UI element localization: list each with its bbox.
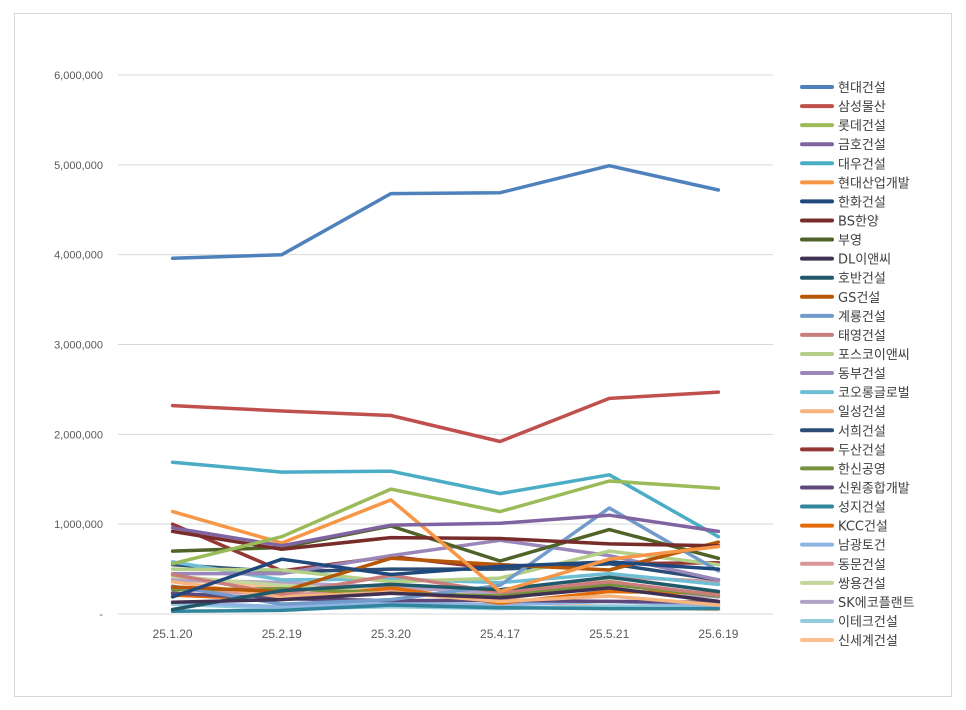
- y-tick-label: 3,000,000: [54, 340, 103, 352]
- legend-label: 동부건설: [838, 367, 886, 382]
- legend-label: 쌍용건설: [838, 577, 886, 592]
- legend-label: 호반건설: [838, 272, 886, 287]
- x-tick-label: 25.2.19: [262, 627, 302, 641]
- series-line: [170, 586, 721, 605]
- y-tick-label: -: [99, 609, 103, 621]
- legend-label: 서희건설: [838, 424, 886, 439]
- legend-label: 한화건설: [838, 195, 886, 210]
- series-line: [170, 549, 721, 584]
- y-tick-label: 1,000,000: [54, 519, 103, 531]
- legend-label: 동문건설: [838, 558, 886, 573]
- series-line: [170, 479, 721, 566]
- legend-label: 롯데건설: [838, 119, 886, 134]
- series-line: [170, 575, 721, 612]
- legend-label: DL이앤씨: [838, 253, 891, 268]
- series-line: [170, 513, 721, 548]
- y-tick-label: 5,000,000: [54, 160, 103, 172]
- gridlines: [118, 74, 773, 615]
- y-tick-label: 4,000,000: [54, 250, 103, 262]
- legend-label: 한신공영: [838, 462, 886, 477]
- x-tick-label: 25.5.21: [589, 627, 629, 641]
- series-line: [170, 390, 721, 444]
- legend-label: 신세계건설: [838, 634, 898, 649]
- y-tick-label: 2,000,000: [54, 429, 103, 441]
- legend-label: 두산건설: [838, 443, 886, 458]
- legend-label: 일성건설: [838, 405, 886, 420]
- series-line: [170, 163, 721, 261]
- legend-label: BS한양: [838, 214, 879, 229]
- legend-label: 신원종합개발: [838, 481, 910, 496]
- legend-label: SK에코플랜트: [838, 596, 915, 611]
- series-line: [170, 529, 721, 552]
- legend-label: GS건설: [838, 291, 880, 306]
- legend-label: 포스코이앤씨: [838, 348, 910, 363]
- x-tick-label: 25.6.19: [698, 627, 738, 641]
- y-tick-label: 6,000,000: [54, 70, 103, 82]
- series-line: [170, 498, 721, 594]
- legend-label: 부영: [838, 234, 862, 249]
- legend-label: 대우건설: [838, 157, 886, 172]
- series-line: [170, 460, 721, 539]
- x-tick-label: 25.4.17: [480, 627, 520, 641]
- series-line: [170, 591, 721, 605]
- legend-label: 삼성물산: [838, 100, 886, 115]
- series-line: [170, 557, 721, 599]
- series-line: [170, 603, 721, 614]
- x-axis: 25.1.20 25.2.19 25.3.20 25.4.17 25.5.21 25.6.…: [153, 627, 739, 641]
- series-line: [170, 540, 721, 594]
- legend-label: 이테크건설: [838, 615, 898, 630]
- legend-label: KCC건설: [838, 520, 888, 535]
- legend-label: 현대산업개발: [838, 176, 910, 191]
- legend-label: 성지건설: [838, 501, 886, 516]
- legend-label: 태영건설: [838, 329, 886, 344]
- legend-label: 코오롱글로벌: [838, 386, 910, 401]
- legend-label: 금호건설: [838, 138, 886, 153]
- y-axis: - 1,000,000 2,000,000 3,000,000 4,000,000 5,0…: [54, 70, 103, 621]
- legend-label: 계룡건설: [838, 310, 886, 325]
- x-tick-label: 25.1.20: [153, 627, 193, 641]
- legend-label: 현대건설: [838, 81, 886, 96]
- x-tick-label: 25.3.20: [371, 627, 411, 641]
- legend-label: 남광토건: [838, 539, 886, 554]
- series-lines: [170, 163, 721, 614]
